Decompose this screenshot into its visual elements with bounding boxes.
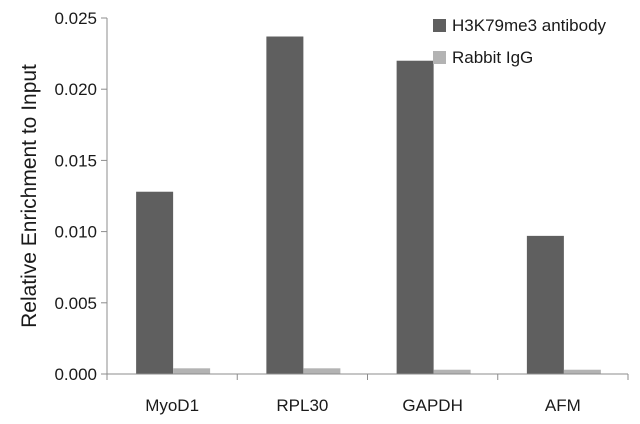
y-tick-label: 0.025 (54, 9, 97, 28)
y-tick-label: 0.010 (54, 223, 97, 242)
bars-layer (136, 36, 601, 375)
x-tick-label: MyoD1 (145, 396, 199, 415)
x-tick-label: RPL30 (276, 396, 328, 415)
bar-h3k79me3-antibody-myod1 (136, 191, 174, 374)
y-tick-label: 0.000 (54, 365, 97, 384)
legend: H3K79me3 antibody Rabbit IgG (433, 16, 607, 67)
legend-label: H3K79me3 antibody (452, 16, 607, 35)
legend-label: Rabbit IgG (452, 48, 533, 67)
bar-rabbit-igg-gapdh (433, 369, 471, 374)
bar-h3k79me3-antibody-gapdh (396, 60, 434, 374)
y-tick-label: 0.005 (54, 294, 97, 313)
y-tick-label: 0.020 (54, 80, 97, 99)
axes-layer: 0.000 0.005 0.010 0.015 0.020 0.025 MyoD1 RPL30… (54, 9, 629, 415)
x-tick-label: GAPDH (402, 396, 462, 415)
x-tick-label: AFM (545, 396, 581, 415)
y-tick-label: 0.015 (54, 151, 97, 170)
bar-rabbit-igg-afm (563, 369, 601, 374)
bar-rabbit-igg-rpl30 (303, 368, 341, 374)
bar-h3k79me3-antibody-rpl30 (266, 36, 304, 375)
legend-swatch (433, 51, 446, 64)
y-axis-label: Relative Enrichment to Input (18, 64, 41, 328)
bar-h3k79me3-antibody-afm (526, 235, 564, 374)
legend-swatch (433, 19, 446, 32)
bar-rabbit-igg-myod1 (173, 368, 211, 374)
